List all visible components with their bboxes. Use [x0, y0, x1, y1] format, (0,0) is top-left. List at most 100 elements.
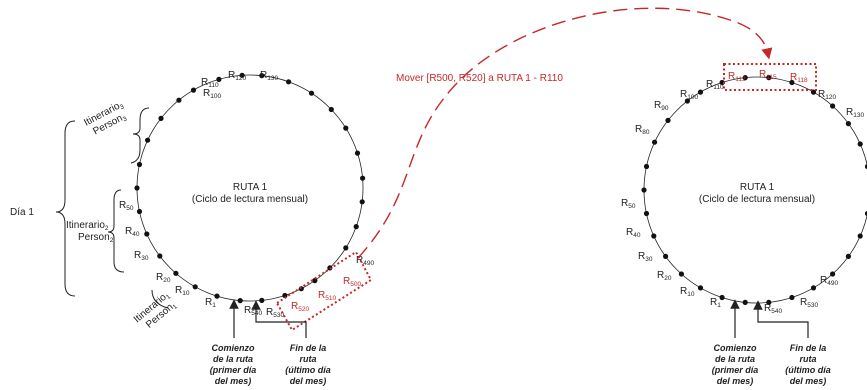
right-label-r540: R540: [764, 303, 782, 315]
left-route-subtitle: (Ciclo de lectura mensual): [192, 194, 308, 205]
right-meter-dot: [789, 79, 795, 86]
left-start-caption: Comienzo de la ruta (primer día del mes): [210, 343, 257, 386]
right-meter-dot: [665, 117, 671, 123]
left-label-r100: R100: [203, 88, 221, 100]
right-meter-dot: [857, 141, 863, 147]
right-meter-dot: [643, 210, 650, 217]
left-meter-dot: [286, 79, 292, 85]
right-meter-dot: [742, 75, 748, 81]
right-label-r115: R115: [759, 69, 777, 81]
right-label-r120: R120: [818, 89, 836, 101]
left-meter-dot: [190, 87, 197, 93]
left-meter-dot: [144, 231, 150, 237]
right-meter-dot: [789, 294, 795, 301]
left-meter-dot: [134, 185, 140, 191]
left-meter-dot: [237, 298, 243, 304]
left-meter-dot: [359, 199, 365, 205]
move-arrow: [357, 7, 773, 259]
left-meter-dot: [259, 297, 265, 303]
left-meter-dot: [216, 76, 222, 82]
right-meter-dot: [864, 163, 867, 170]
left-label-r130: R130: [260, 70, 278, 82]
right-meter-dot: [684, 98, 691, 104]
left-label-r1: R1: [205, 297, 216, 309]
right-label-r118: R118: [790, 72, 808, 84]
itinerary2-label: Itinerario2 Person2: [66, 220, 114, 244]
left-meter-dot: [298, 286, 304, 292]
right-meter-dot: [678, 271, 685, 277]
left-meter-dot: [308, 90, 315, 96]
left-label-r520: R520: [291, 301, 309, 313]
left-meter-dot: [282, 292, 288, 299]
right-meter-dot: [663, 253, 669, 259]
right-meter-dot: [697, 89, 704, 95]
left-meter-dot: [354, 150, 361, 156]
right-meter-dot: [766, 299, 772, 305]
right-end-arrow: [753, 300, 809, 338]
left-label-r540: R540: [244, 305, 262, 317]
day-label: Día 1: [10, 207, 34, 218]
right-label-r10: R10: [680, 286, 695, 298]
right-start-caption: Comienzo de la ruta (primer día del mes): [712, 343, 759, 386]
right-label-r20: R20: [657, 270, 672, 282]
left-meter-dot: [176, 97, 182, 103]
left-meter-dot: [343, 245, 349, 251]
right-meter-dot: [864, 210, 867, 217]
left-meter-dot: [157, 253, 163, 259]
itinerary1-brace: [151, 289, 169, 309]
right-meter-dot: [830, 271, 836, 277]
left-label-r20: R20: [156, 272, 171, 284]
right-route-subtitle: (Ciclo de lectura mensual): [699, 194, 815, 205]
right-meter-dot: [830, 103, 836, 109]
right-label-r1: R1: [710, 297, 721, 309]
left-label-r500: R500: [343, 276, 361, 288]
right-end-caption: Fin de la ruta (último día del mes): [785, 343, 831, 386]
right-meter-dot: [652, 139, 658, 145]
right-route-title: RUTA 1: [740, 182, 775, 193]
left-end-arrow: [251, 300, 307, 338]
right-label-r100: R100: [680, 89, 698, 101]
left-meter-dot: [158, 115, 164, 121]
right-route-diagram: RUTA 1 (Ciclo de lectura mensual) R110 R…: [621, 63, 867, 386]
right-label-r130: R130: [846, 107, 864, 119]
right-meter-dot: [766, 75, 772, 81]
right-label-r90: R90: [654, 100, 669, 112]
left-meter-dot: [192, 284, 198, 290]
left-label-r50: R50: [119, 200, 134, 212]
left-label-r40: R40: [125, 226, 140, 238]
itinerary2-brace: [107, 189, 125, 273]
left-route-diagram: RUTA 1 (Ciclo de lectura mensual) R100 R…: [10, 70, 374, 386]
right-label-r80: R80: [635, 124, 650, 136]
right-label-r490: R490: [820, 275, 838, 287]
left-selection-box: [275, 250, 373, 332]
itinerary1-label: Itinerario1Person1: [132, 289, 180, 335]
left-meter-dot: [312, 278, 318, 284]
left-meter-dot: [353, 224, 359, 230]
right-meter-dot: [857, 233, 863, 239]
right-meter-dot: [810, 285, 817, 291]
left-label-r110: R110: [201, 77, 219, 89]
right-label-r112: R112: [728, 71, 746, 83]
left-meter-dot: [214, 293, 220, 299]
right-label-r30: R30: [638, 251, 653, 263]
right-meter-dot: [643, 163, 650, 170]
left-end-caption: Fin de la ruta (último día del mes): [285, 343, 331, 386]
right-meter-dot: [641, 187, 647, 193]
right-label-r50: R50: [621, 198, 636, 210]
left-meter-dot: [328, 106, 334, 113]
right-meter-dot: [845, 121, 852, 127]
left-label-r10: R10: [175, 285, 190, 297]
left-meter-dot: [343, 125, 349, 131]
right-meter-dot: [719, 294, 725, 301]
left-route-title: RUTA 1: [233, 182, 268, 193]
right-label-r530: R530: [800, 297, 818, 309]
left-meter-dot: [173, 270, 179, 276]
right-meter-dots: [641, 75, 867, 305]
left-label-r490: R490: [356, 255, 374, 267]
right-meter-dot: [845, 253, 852, 259]
right-label-r110: R110: [706, 79, 724, 91]
left-label-r510: R510: [318, 290, 336, 302]
right-insert-box: [723, 63, 817, 91]
left-label-r530: R530: [266, 307, 284, 319]
left-meter-dot: [259, 73, 265, 79]
